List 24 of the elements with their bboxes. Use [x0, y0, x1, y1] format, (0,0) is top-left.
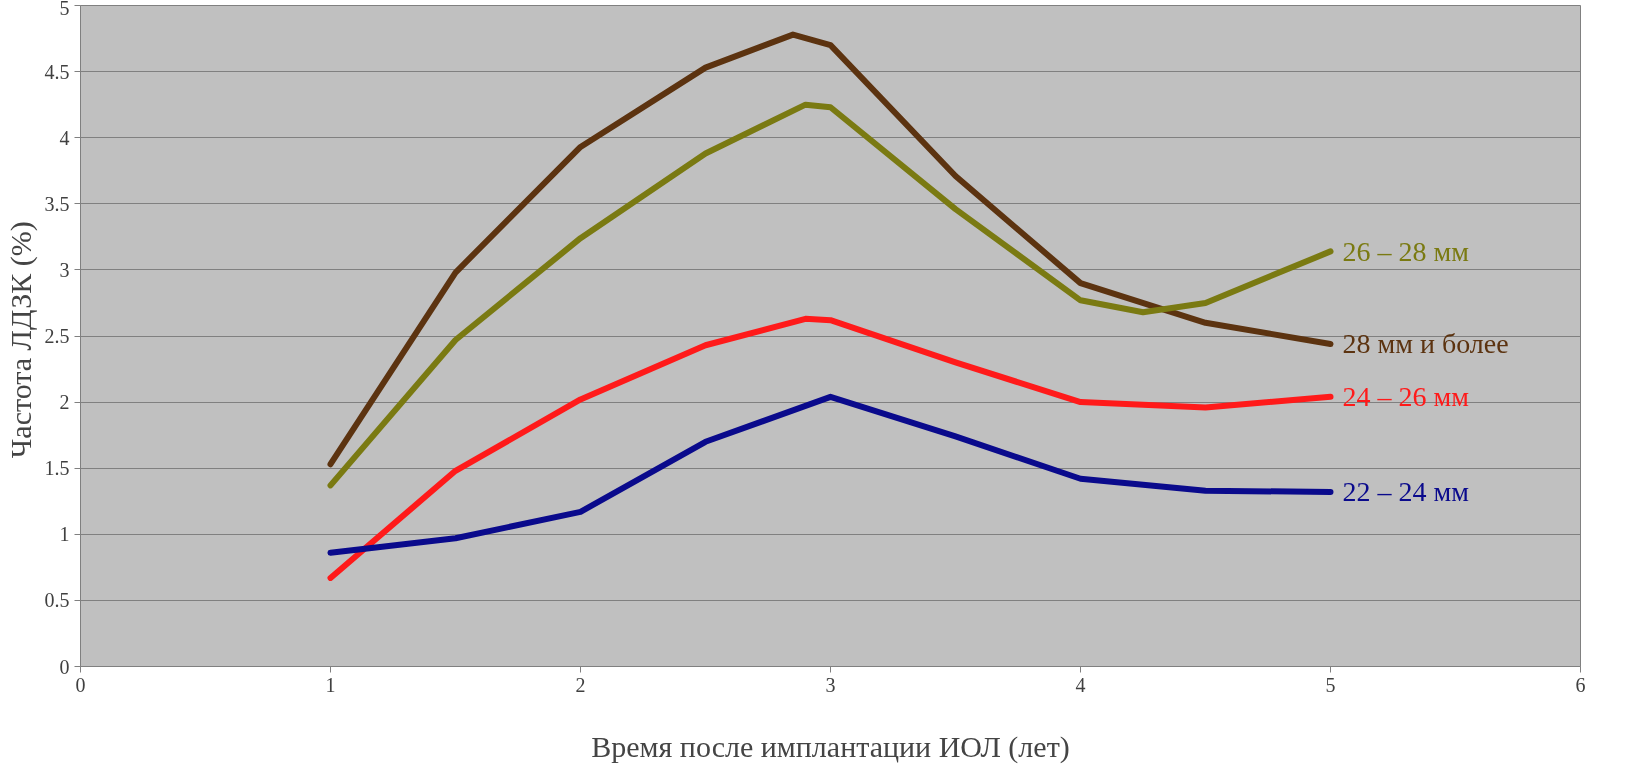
x-tick-label: 0 — [75, 673, 86, 696]
x-axis-title: Время после имплантации ИОЛ (лет) — [591, 729, 1070, 764]
y-tick-label: 0 — [59, 655, 70, 678]
series-label: 28 мм и более — [1342, 328, 1509, 360]
series-label: 24 – 26 мм — [1342, 381, 1470, 413]
y-tick-label: 2.5 — [44, 325, 70, 347]
y-tick-label: 4.5 — [44, 60, 70, 83]
series-label: 22 – 24 мм — [1342, 476, 1470, 508]
x-tick-label: 6 — [1575, 673, 1586, 696]
y-tick-label: 2 — [59, 391, 70, 414]
x-tick-label: 3 — [825, 673, 836, 696]
y-tick-label: 3.5 — [44, 192, 70, 215]
y-tick-label: 3 — [59, 258, 70, 281]
x-tick-label: 5 — [1325, 673, 1336, 696]
y-axis-title: Частота ЛДЗК (%) — [3, 221, 38, 459]
y-tick-label: 5 — [59, 0, 70, 19]
y-tick-label: 0.5 — [44, 589, 70, 612]
y-tick-label: 1 — [59, 523, 70, 546]
x-tick-label: 2 — [575, 673, 586, 696]
x-tick-label: 4 — [1075, 673, 1086, 696]
series-label: 26 – 28 мм — [1342, 235, 1470, 267]
y-tick-label: 1.5 — [44, 457, 70, 480]
x-tick-label: 1 — [325, 673, 336, 696]
y-tick-label: 4 — [59, 126, 70, 149]
